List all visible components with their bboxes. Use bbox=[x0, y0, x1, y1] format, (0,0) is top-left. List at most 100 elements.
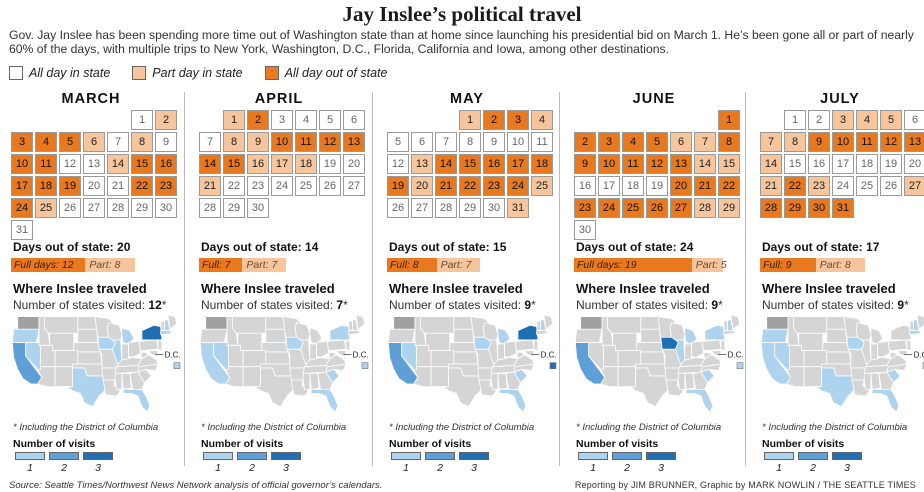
calendar-day: 30 bbox=[155, 198, 177, 218]
state-wi bbox=[669, 322, 686, 341]
calendar-day: 8 bbox=[784, 132, 806, 152]
calendar-day: 26 bbox=[59, 198, 81, 218]
calendar-day: 24 bbox=[11, 198, 33, 218]
calendar-day: 21 bbox=[107, 176, 129, 196]
calendar-day: 9 bbox=[574, 154, 596, 174]
page-title: Jay Inslee’s political travel bbox=[342, 2, 582, 26]
state-pa bbox=[701, 339, 722, 352]
state-mt bbox=[792, 316, 828, 334]
calendar-day: 18 bbox=[622, 176, 644, 196]
visits-key-number: 1 bbox=[776, 462, 782, 474]
calendar-day: 10 bbox=[11, 154, 33, 174]
state-pa bbox=[326, 339, 347, 352]
state-ar bbox=[289, 367, 305, 381]
visits-key-number: 2 bbox=[249, 462, 255, 474]
calendar-day: 12 bbox=[59, 154, 81, 174]
visits-key-number: 3 bbox=[283, 462, 289, 474]
state-pa bbox=[514, 339, 535, 352]
full-days-bar: Full days: 12 bbox=[11, 258, 86, 272]
state-wi bbox=[482, 322, 499, 341]
calendar-day: 7 bbox=[760, 132, 782, 152]
dc-label: D.C. bbox=[914, 350, 924, 359]
visits-key-number: 3 bbox=[471, 462, 477, 474]
states-visited-count: 12 bbox=[148, 298, 162, 312]
legend: All day in state Part day in state All d… bbox=[9, 65, 409, 81]
month-panel-june: JUNE 1 2 3 4 5 6 7 8 9 10 11 12 13 14 15 16 17 18 19 20 21 22 2… bbox=[574, 88, 759, 474]
state-sd bbox=[265, 328, 287, 344]
where-traveled-title: Where Inslee traveled bbox=[576, 281, 710, 296]
state-al bbox=[497, 372, 508, 390]
calendar-day: 15 bbox=[784, 154, 806, 174]
calendar-day: 17 bbox=[832, 154, 854, 174]
state-nj bbox=[720, 339, 726, 352]
state-ne bbox=[73, 342, 102, 353]
calendar-day: 2 bbox=[247, 110, 269, 130]
states-visited: Number of states visited: 9* bbox=[576, 298, 723, 312]
calendar-day: 28 bbox=[199, 198, 221, 218]
calendar-day: 11 bbox=[35, 154, 57, 174]
state-mi bbox=[497, 327, 511, 345]
calendar-day: 3 bbox=[832, 110, 854, 130]
calendar-day: 29 bbox=[784, 198, 806, 218]
calendar-day: 21 bbox=[435, 176, 457, 196]
state-nj bbox=[157, 339, 163, 352]
visits-key-swatch bbox=[578, 452, 608, 460]
calendar-day: 1 bbox=[718, 110, 740, 130]
state-me bbox=[916, 313, 924, 331]
page-subtitle: Gov. Jay Inslee has been spending more t… bbox=[9, 28, 914, 56]
states-visited-count: 9 bbox=[897, 298, 905, 312]
calendar-day: 28 bbox=[760, 198, 782, 218]
state-ny bbox=[704, 324, 726, 341]
state-fl bbox=[685, 388, 714, 413]
calendar-day: 9 bbox=[808, 132, 830, 152]
calendar-day: 6 bbox=[904, 110, 924, 130]
state-al bbox=[121, 372, 132, 390]
state-wi bbox=[855, 322, 872, 341]
calendar-day: 3 bbox=[507, 110, 529, 130]
states-visited-count: 9 bbox=[711, 298, 719, 312]
state-mi bbox=[684, 327, 698, 345]
states-visited: Number of states visited: 12* bbox=[13, 298, 167, 312]
state-in bbox=[309, 343, 317, 361]
calendar-day: 17 bbox=[598, 176, 620, 196]
calendar-day: 1 bbox=[131, 110, 153, 130]
calendar-day: 31 bbox=[832, 198, 854, 218]
state-ga bbox=[692, 371, 709, 390]
state-me bbox=[167, 313, 178, 331]
state-fl bbox=[310, 388, 339, 413]
state-ne bbox=[261, 342, 290, 353]
state-wy bbox=[798, 332, 824, 352]
state-tx bbox=[441, 367, 484, 408]
state-wi bbox=[294, 322, 311, 341]
calendar-day: 18 bbox=[295, 154, 317, 174]
days-bar: Full: 7 Part: 7 bbox=[199, 258, 286, 272]
calendar-day: 10 bbox=[598, 154, 620, 174]
us-map: D.C. bbox=[387, 313, 557, 413]
calendar-day: 23 bbox=[574, 198, 596, 218]
calendar-day: 25 bbox=[622, 198, 644, 218]
state-fl bbox=[498, 388, 527, 413]
state-wv bbox=[328, 351, 338, 360]
state-vt bbox=[909, 320, 915, 332]
calendar-day: 17 bbox=[11, 176, 33, 196]
days-out-of-state: Days out of state: 14 bbox=[201, 240, 319, 254]
calendar-day: 18 bbox=[35, 176, 57, 196]
states-visited-count: 7 bbox=[336, 298, 344, 312]
calendar-day: 9 bbox=[247, 132, 269, 152]
state-nd bbox=[453, 316, 473, 330]
calendar-day: 26 bbox=[387, 198, 409, 218]
calendar-day: 15 bbox=[131, 154, 153, 174]
state-vt bbox=[160, 320, 166, 332]
dc-footnote: * Including the District of Columbia bbox=[13, 422, 159, 433]
state-ne bbox=[822, 342, 851, 353]
month-panel-april: APRIL 1 2 3 4 5 6 7 8 9 10 11 12 13 14 15 16 17 18 19 20 21 22… bbox=[199, 88, 384, 474]
us-map: D.C. bbox=[11, 313, 181, 413]
calendar-day: 14 bbox=[107, 154, 129, 174]
calendar-day: 24 bbox=[507, 176, 529, 196]
visits-key-swatch bbox=[15, 452, 45, 460]
calendar-day: 22 bbox=[459, 176, 481, 196]
calendar-day: 23 bbox=[808, 176, 830, 196]
legend-swatch-in-state bbox=[9, 66, 23, 80]
calendar-day: 17 bbox=[507, 154, 529, 174]
dc-footnote: * Including the District of Columbia bbox=[389, 422, 535, 433]
